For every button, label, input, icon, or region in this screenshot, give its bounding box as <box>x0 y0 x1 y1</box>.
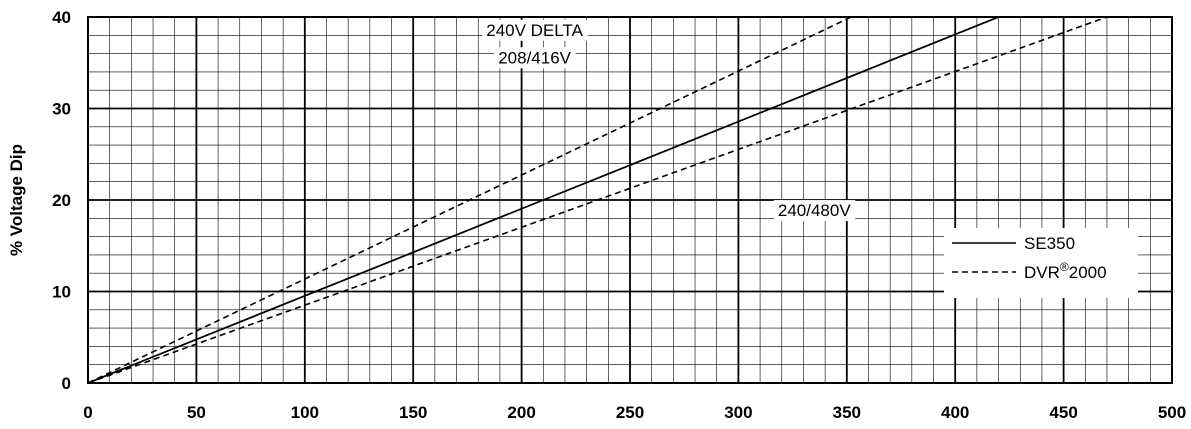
annotation-bg <box>773 200 856 222</box>
x-tick-label: 450 <box>1049 403 1077 422</box>
annotation-text: 240V DELTA <box>486 21 583 40</box>
major-grid <box>88 17 1172 383</box>
x-tick-label: 50 <box>187 403 206 422</box>
x-tick-label: 400 <box>941 403 969 422</box>
legend-background <box>944 228 1138 298</box>
legend-label-dvr-registered-mark: ® <box>1060 260 1069 274</box>
series-line-1 <box>87 16 852 384</box>
x-tick-label: 100 <box>291 403 319 422</box>
x-tick-labels: 0 50 100 150 200 250 300 350 400 450 500 <box>83 403 1186 422</box>
y-tick-label: 0 <box>62 374 71 393</box>
y-tick-label: 20 <box>52 191 71 210</box>
legend-label-dvr2000: DVR®2000 <box>1024 260 1107 282</box>
x-tick-label: 500 <box>1158 403 1186 422</box>
y-tick-label: 40 <box>52 8 71 27</box>
annotation-2: 240/480V <box>773 200 856 222</box>
series-line-3 <box>87 16 1108 384</box>
y-tick-label: 10 <box>52 283 71 302</box>
y-axis-label: % Voltage Dip <box>7 144 26 256</box>
annotation-0: 240V DELTA <box>482 19 588 41</box>
series-line-2 <box>87 16 999 384</box>
y-tick-label: 30 <box>52 100 71 119</box>
x-tick-label: 200 <box>507 403 535 422</box>
legend-label-se350: SE350 <box>1024 234 1075 253</box>
x-tick-label: 300 <box>724 403 752 422</box>
annotation-bg <box>494 47 576 69</box>
annotation-1: 208/416V <box>494 47 576 69</box>
annotation-text: 208/416V <box>498 48 571 67</box>
x-tick-label: 250 <box>616 403 644 422</box>
annotation-layer: 240V DELTA 208/416V 240/480V <box>482 19 856 222</box>
plot-frame <box>87 16 1173 384</box>
x-tick-label: 0 <box>83 403 92 422</box>
y-tick-labels: 0 10 20 30 40 <box>52 8 71 393</box>
x-tick-label: 350 <box>833 403 861 422</box>
legend-label-dvr-suffix: 2000 <box>1069 263 1107 282</box>
annotation-bg <box>482 19 588 41</box>
legend-label-dvr-prefix: DVR <box>1024 263 1060 282</box>
series-layer <box>87 16 1108 384</box>
x-tick-label: 150 <box>399 403 427 422</box>
legend: SE350 DVR®2000 <box>944 228 1138 298</box>
annotation-text: 240/480V <box>778 201 851 220</box>
